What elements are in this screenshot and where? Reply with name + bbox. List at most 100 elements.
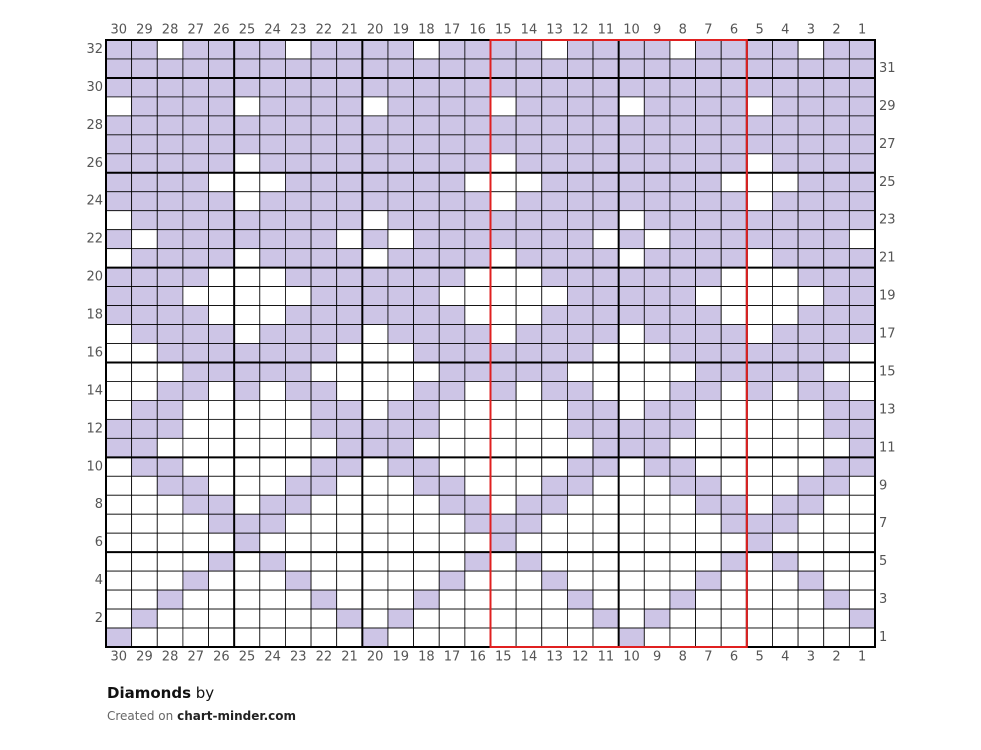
stitch-cell	[285, 324, 312, 344]
stitch-cell	[772, 191, 799, 212]
stitch-cell	[464, 343, 491, 363]
stitch-cell	[336, 627, 363, 648]
stitch-cell	[182, 551, 209, 572]
stitch-cell	[746, 58, 773, 79]
stitch-cell	[669, 172, 696, 193]
stitch-cell	[490, 153, 517, 174]
stitch-cell	[105, 362, 133, 382]
stitch-cell	[387, 96, 415, 117]
stitch-cell	[515, 608, 543, 629]
stitch-cell	[797, 153, 825, 174]
stitch-cell	[182, 437, 209, 458]
stitch-cell	[387, 589, 415, 610]
stitch-cell	[515, 324, 543, 344]
stitch-cell	[643, 191, 671, 212]
column-number: 6	[730, 23, 738, 38]
stitch-cell	[797, 210, 825, 231]
stitch-cell	[336, 286, 363, 306]
stitch-cell	[490, 381, 517, 401]
stitch-cell	[259, 456, 286, 477]
stitch-cell	[823, 437, 850, 458]
stitch-cell	[618, 58, 645, 79]
column-number: 10	[623, 650, 640, 665]
stitch-cell	[131, 400, 158, 420]
stitch-cell	[233, 191, 261, 212]
stitch-cell	[182, 400, 209, 420]
stitch-cell	[131, 627, 158, 648]
stitch-cell	[720, 456, 748, 477]
stitch-cell	[464, 39, 491, 60]
stitch-cell	[131, 210, 158, 231]
stitch-cell	[310, 362, 338, 382]
stitch-cell	[669, 58, 696, 79]
stitch-cell	[848, 267, 876, 287]
stitch-cell	[490, 570, 517, 591]
stitch-cell	[746, 96, 773, 117]
stitch-cell	[695, 513, 722, 534]
stitch-cell	[105, 39, 133, 60]
stitch-cell	[720, 305, 748, 325]
stitch-cell	[285, 267, 312, 287]
stitch-cell	[105, 96, 133, 117]
stitch-cell	[208, 475, 235, 496]
stitch-cell	[310, 627, 338, 648]
stitch-cell	[643, 627, 671, 648]
stitch-cell	[541, 286, 568, 306]
stitch-cell	[823, 58, 850, 79]
stitch-cell	[848, 286, 876, 306]
stitch-cell	[541, 324, 568, 344]
stitch-cell	[233, 570, 261, 591]
stitch-cell	[387, 210, 415, 231]
stitch-cell	[156, 191, 184, 212]
stitch-cell	[105, 324, 133, 344]
row-number: 12	[86, 421, 103, 436]
column-number: 14	[521, 650, 538, 665]
credit-line: Created on chart-minder.com	[107, 709, 296, 723]
stitch-cell	[310, 532, 338, 553]
stitch-cell	[336, 229, 363, 250]
stitch-cell	[515, 134, 543, 155]
stitch-cell	[746, 286, 773, 306]
stitch-cell	[233, 58, 261, 79]
stitch-cell	[464, 532, 491, 553]
stitch-cell	[156, 437, 184, 458]
stitch-cell	[772, 134, 799, 155]
stitch-cell	[310, 343, 338, 363]
stitch-cell	[387, 418, 415, 439]
stitch-cell	[259, 570, 286, 591]
stitch-cell	[464, 172, 491, 193]
stitch-cell	[567, 343, 594, 363]
stitch-cell	[772, 115, 799, 136]
stitch-cell	[413, 324, 440, 344]
stitch-cell	[387, 286, 415, 306]
stitch-cell	[259, 589, 286, 610]
stitch-cell	[310, 324, 338, 344]
stitch-cell	[541, 153, 568, 174]
stitch-cell	[746, 153, 773, 174]
stitch-cell	[413, 570, 440, 591]
stitch-cell	[413, 134, 440, 155]
stitch-cell	[720, 115, 748, 136]
stitch-cell	[105, 437, 133, 458]
stitch-cell	[105, 400, 133, 420]
site-link[interactable]: chart-minder.com	[177, 709, 296, 723]
stitch-cell	[464, 248, 491, 269]
stitch-cell	[797, 248, 825, 269]
stitch-cell	[285, 134, 312, 155]
stitch-cell	[541, 96, 568, 117]
stitch-cell	[233, 608, 261, 629]
stitch-cell	[823, 77, 850, 98]
stitch-cell	[336, 324, 363, 344]
stitch-cell	[361, 96, 389, 117]
stitch-cell	[438, 418, 466, 439]
stitch-cell	[490, 77, 517, 98]
stitch-cell	[592, 153, 620, 174]
stitch-cell	[848, 153, 876, 174]
stitch-cell	[105, 305, 133, 325]
stitch-cell	[515, 381, 543, 401]
stitch-cell	[823, 513, 850, 534]
stitch-cell	[772, 570, 799, 591]
stitch-cell	[848, 58, 876, 79]
stitch-cell	[695, 248, 722, 269]
stitch-cell	[746, 39, 773, 60]
